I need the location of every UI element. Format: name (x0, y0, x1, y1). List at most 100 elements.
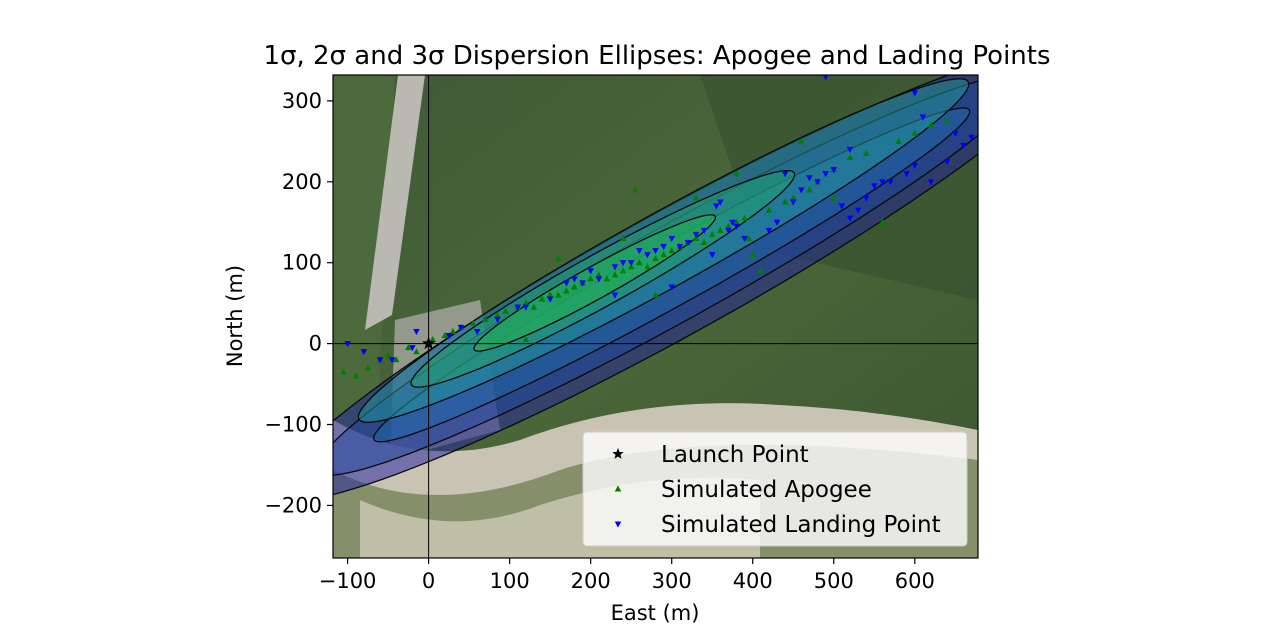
apogee-point (652, 291, 659, 298)
apogee-point (352, 372, 359, 379)
landing-point (838, 203, 846, 210)
x-tick-label: 0 (422, 569, 435, 593)
apogee-point (619, 234, 627, 241)
landing-point (445, 332, 453, 340)
apogee-point (429, 335, 436, 343)
landing-point (830, 167, 838, 174)
apogee-point (660, 251, 667, 258)
legend-marker-triangle-up (614, 485, 622, 492)
landing-point (587, 268, 594, 275)
landing-point (522, 304, 530, 311)
apogee-point (781, 198, 789, 205)
apogee-point (652, 255, 659, 262)
apogee-point (405, 344, 412, 351)
landing-point (546, 296, 554, 303)
landing-point (887, 179, 894, 186)
apogee-point (502, 307, 509, 314)
scatter-points (340, 75, 978, 379)
apogee-point (546, 291, 554, 298)
y-tick-label: 0 (309, 332, 322, 356)
apogee-point (632, 186, 639, 193)
apogee-point (595, 271, 603, 278)
landing-point (668, 284, 675, 291)
apogee-point (879, 218, 886, 225)
landing-point (943, 159, 951, 166)
landing-point (514, 304, 521, 311)
launch-point-marker (422, 336, 436, 350)
landing-point (473, 328, 481, 336)
x-tick-label: 200 (571, 569, 611, 593)
apogee-point (765, 206, 773, 213)
landing-point (822, 75, 829, 81)
landing-point (717, 199, 724, 206)
apogee-point (668, 246, 675, 254)
landing-point (903, 171, 910, 178)
landing-point (360, 349, 368, 356)
legend-label: Simulated Landing Point (661, 512, 941, 538)
apogee-point (708, 230, 716, 237)
landing-point (790, 199, 797, 206)
landing-point (579, 280, 586, 287)
landing-point (960, 142, 967, 149)
landing-point (376, 357, 384, 364)
landing-point (846, 215, 854, 222)
y-axis-label: North (m) (223, 265, 247, 367)
apogee-point (911, 129, 919, 136)
landing-point (862, 195, 870, 202)
landing-point (595, 276, 603, 283)
landing-point (879, 179, 886, 186)
plot-frame (332, 74, 979, 559)
landing-point (854, 207, 862, 214)
landing-point (660, 243, 667, 251)
apogee-point (571, 283, 578, 290)
chart-title: 1σ, 2σ and 3σ Dispersion Ellipses: Apoge… (263, 41, 1050, 71)
landing-point (611, 292, 619, 299)
apogee-point (943, 117, 951, 124)
landing-point (781, 171, 789, 178)
apogee-point (522, 299, 530, 306)
apogee-point (555, 255, 562, 262)
legend-marker-star (612, 448, 624, 459)
apogee-point (644, 263, 651, 270)
landing-point (919, 114, 927, 121)
y-tick-label: 300 (282, 89, 322, 113)
landing-point (668, 235, 675, 243)
apogee-point (757, 267, 765, 274)
y-tick-label: −200 (264, 493, 322, 517)
landing-point (725, 227, 732, 234)
apogee-point (441, 331, 449, 339)
landing-point (388, 357, 396, 364)
x-axis-label: East (m) (611, 601, 700, 625)
apogee-point (862, 149, 870, 156)
landing-point (871, 183, 878, 190)
landing-point (729, 219, 736, 226)
landing-point (413, 328, 420, 336)
apogee-point (798, 137, 805, 144)
apogee-point (563, 287, 570, 294)
landing-point (700, 227, 708, 234)
landing-point (409, 345, 416, 352)
apogee-point (384, 352, 392, 359)
y-tick-label: 200 (282, 170, 322, 194)
apogee-point (741, 214, 748, 221)
apogee-point (717, 226, 724, 233)
apogee-point (392, 356, 400, 363)
landing-point (741, 235, 748, 243)
landing-point (494, 316, 501, 323)
x-tick-label: 100 (490, 569, 530, 593)
apogee-point (494, 311, 501, 318)
apogee-point (611, 271, 619, 278)
landing-point (911, 90, 919, 97)
landing-point (611, 264, 619, 271)
apogee-point (692, 194, 700, 201)
apogee-point (469, 319, 477, 326)
legend-label: Launch Point (661, 442, 809, 468)
apogee-point (555, 291, 562, 298)
landing-point (927, 179, 935, 186)
legend-box (582, 431, 968, 547)
apogee-point (806, 186, 813, 193)
apogee-point (895, 137, 902, 144)
apogee-point (482, 315, 489, 322)
y-tick-label: −100 (264, 413, 322, 437)
landing-point (806, 175, 813, 182)
